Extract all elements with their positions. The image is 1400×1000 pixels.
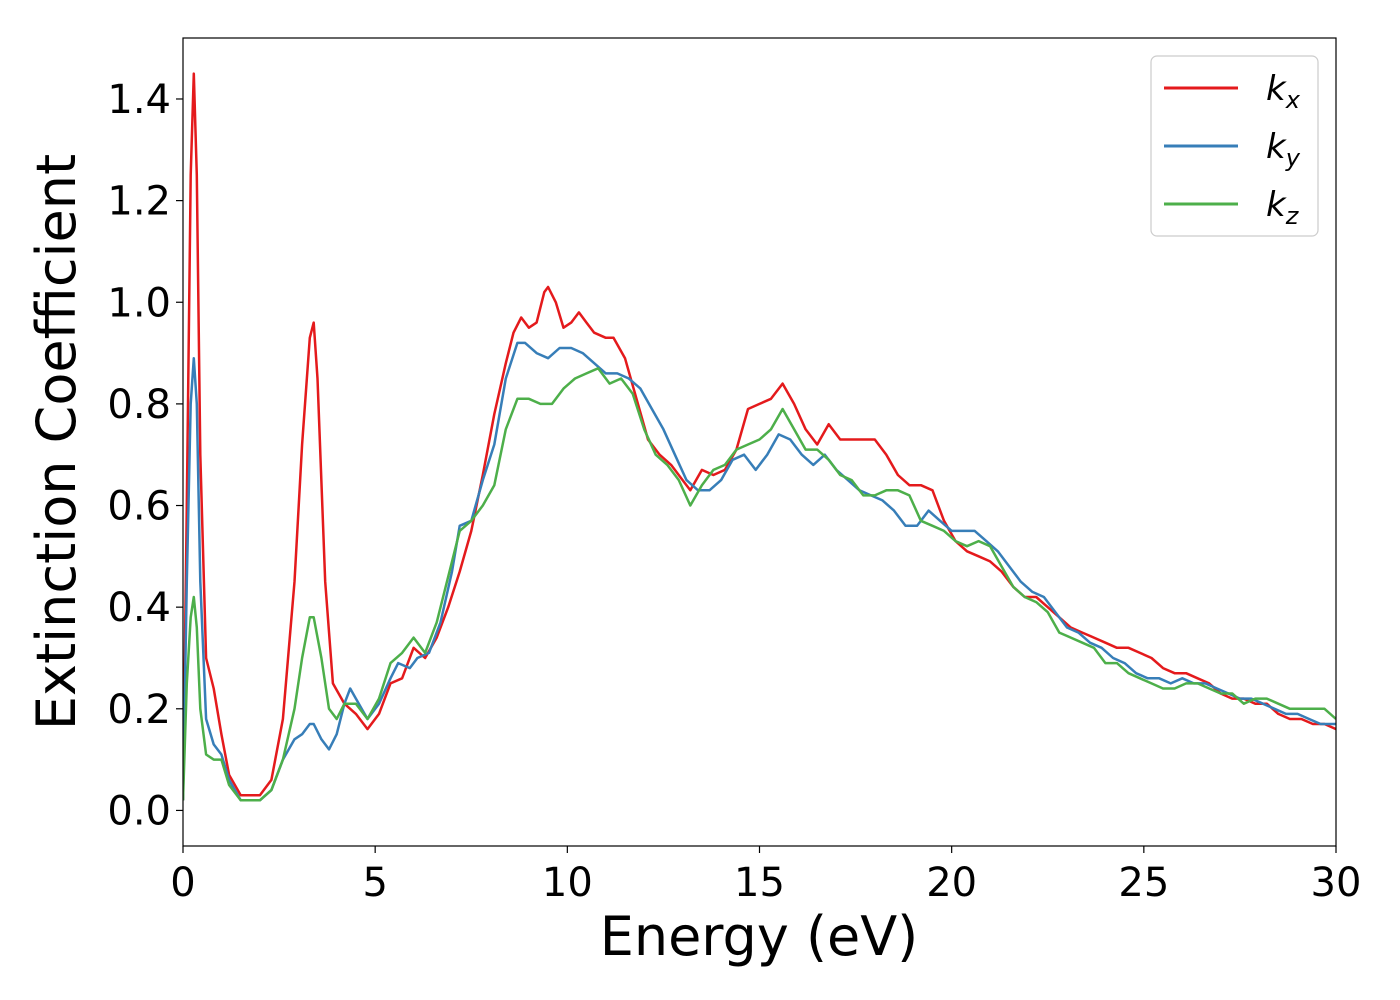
x-tick-label: 0: [170, 860, 195, 906]
series-line-ky: [183, 341, 1336, 802]
y-tick-label: 0.2: [107, 687, 171, 733]
x-tick-label: 10: [542, 860, 593, 906]
y-tick-label: 1.0: [107, 280, 171, 326]
x-tick-label: 25: [1118, 860, 1169, 906]
x-tick-label: 20: [926, 860, 977, 906]
y-tick-label: 0.4: [107, 585, 171, 631]
y-axis-title: Extinction Coefficient: [25, 154, 88, 730]
x-tick-label: 30: [1311, 860, 1362, 906]
y-tick-label: 1.2: [107, 179, 171, 225]
y-axis: 0.0 0.2 0.4 0.6 0.8 1.0 1.2 1.4: [107, 77, 183, 834]
y-tick-label: 1.4: [107, 77, 171, 123]
x-axis: 0 5 10 15 20 25 30: [170, 846, 1361, 906]
y-tick-label: 0.0: [107, 788, 171, 834]
x-tick-label: 5: [362, 860, 387, 906]
y-tick-label: 0.8: [107, 382, 171, 428]
series-layer: [183, 72, 1336, 802]
series-line-kx: [183, 72, 1336, 801]
x-axis-title: Energy (eV): [600, 905, 919, 968]
x-tick-label: 15: [734, 860, 785, 906]
y-tick-label: 0.6: [107, 484, 171, 530]
series-line-kz: [183, 367, 1336, 802]
